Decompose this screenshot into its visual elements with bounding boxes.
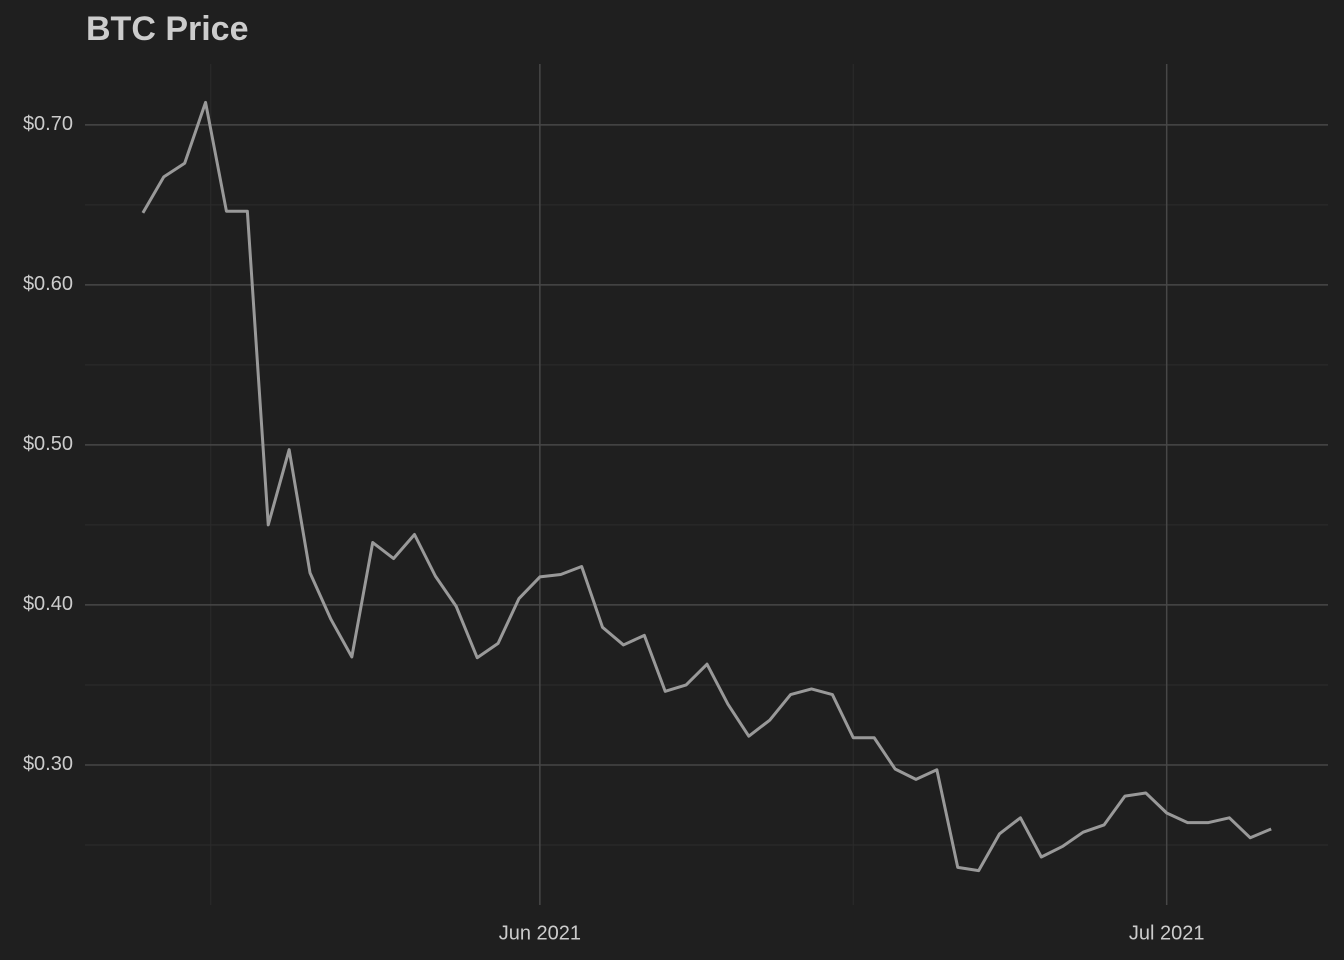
y-tick-label: $0.30 <box>23 753 73 775</box>
price-line <box>141 100 1272 873</box>
x-tick-label: Jun 2021 <box>499 922 581 944</box>
y-tick-label: $0.60 <box>23 273 73 295</box>
y-tick-label: $0.40 <box>23 593 73 615</box>
y-tick-label: $0.70 <box>23 113 73 135</box>
x-tick-label: Jul 2021 <box>1129 922 1205 944</box>
y-tick-label: $0.50 <box>23 433 73 455</box>
chart-title: BTC Price <box>86 10 249 48</box>
